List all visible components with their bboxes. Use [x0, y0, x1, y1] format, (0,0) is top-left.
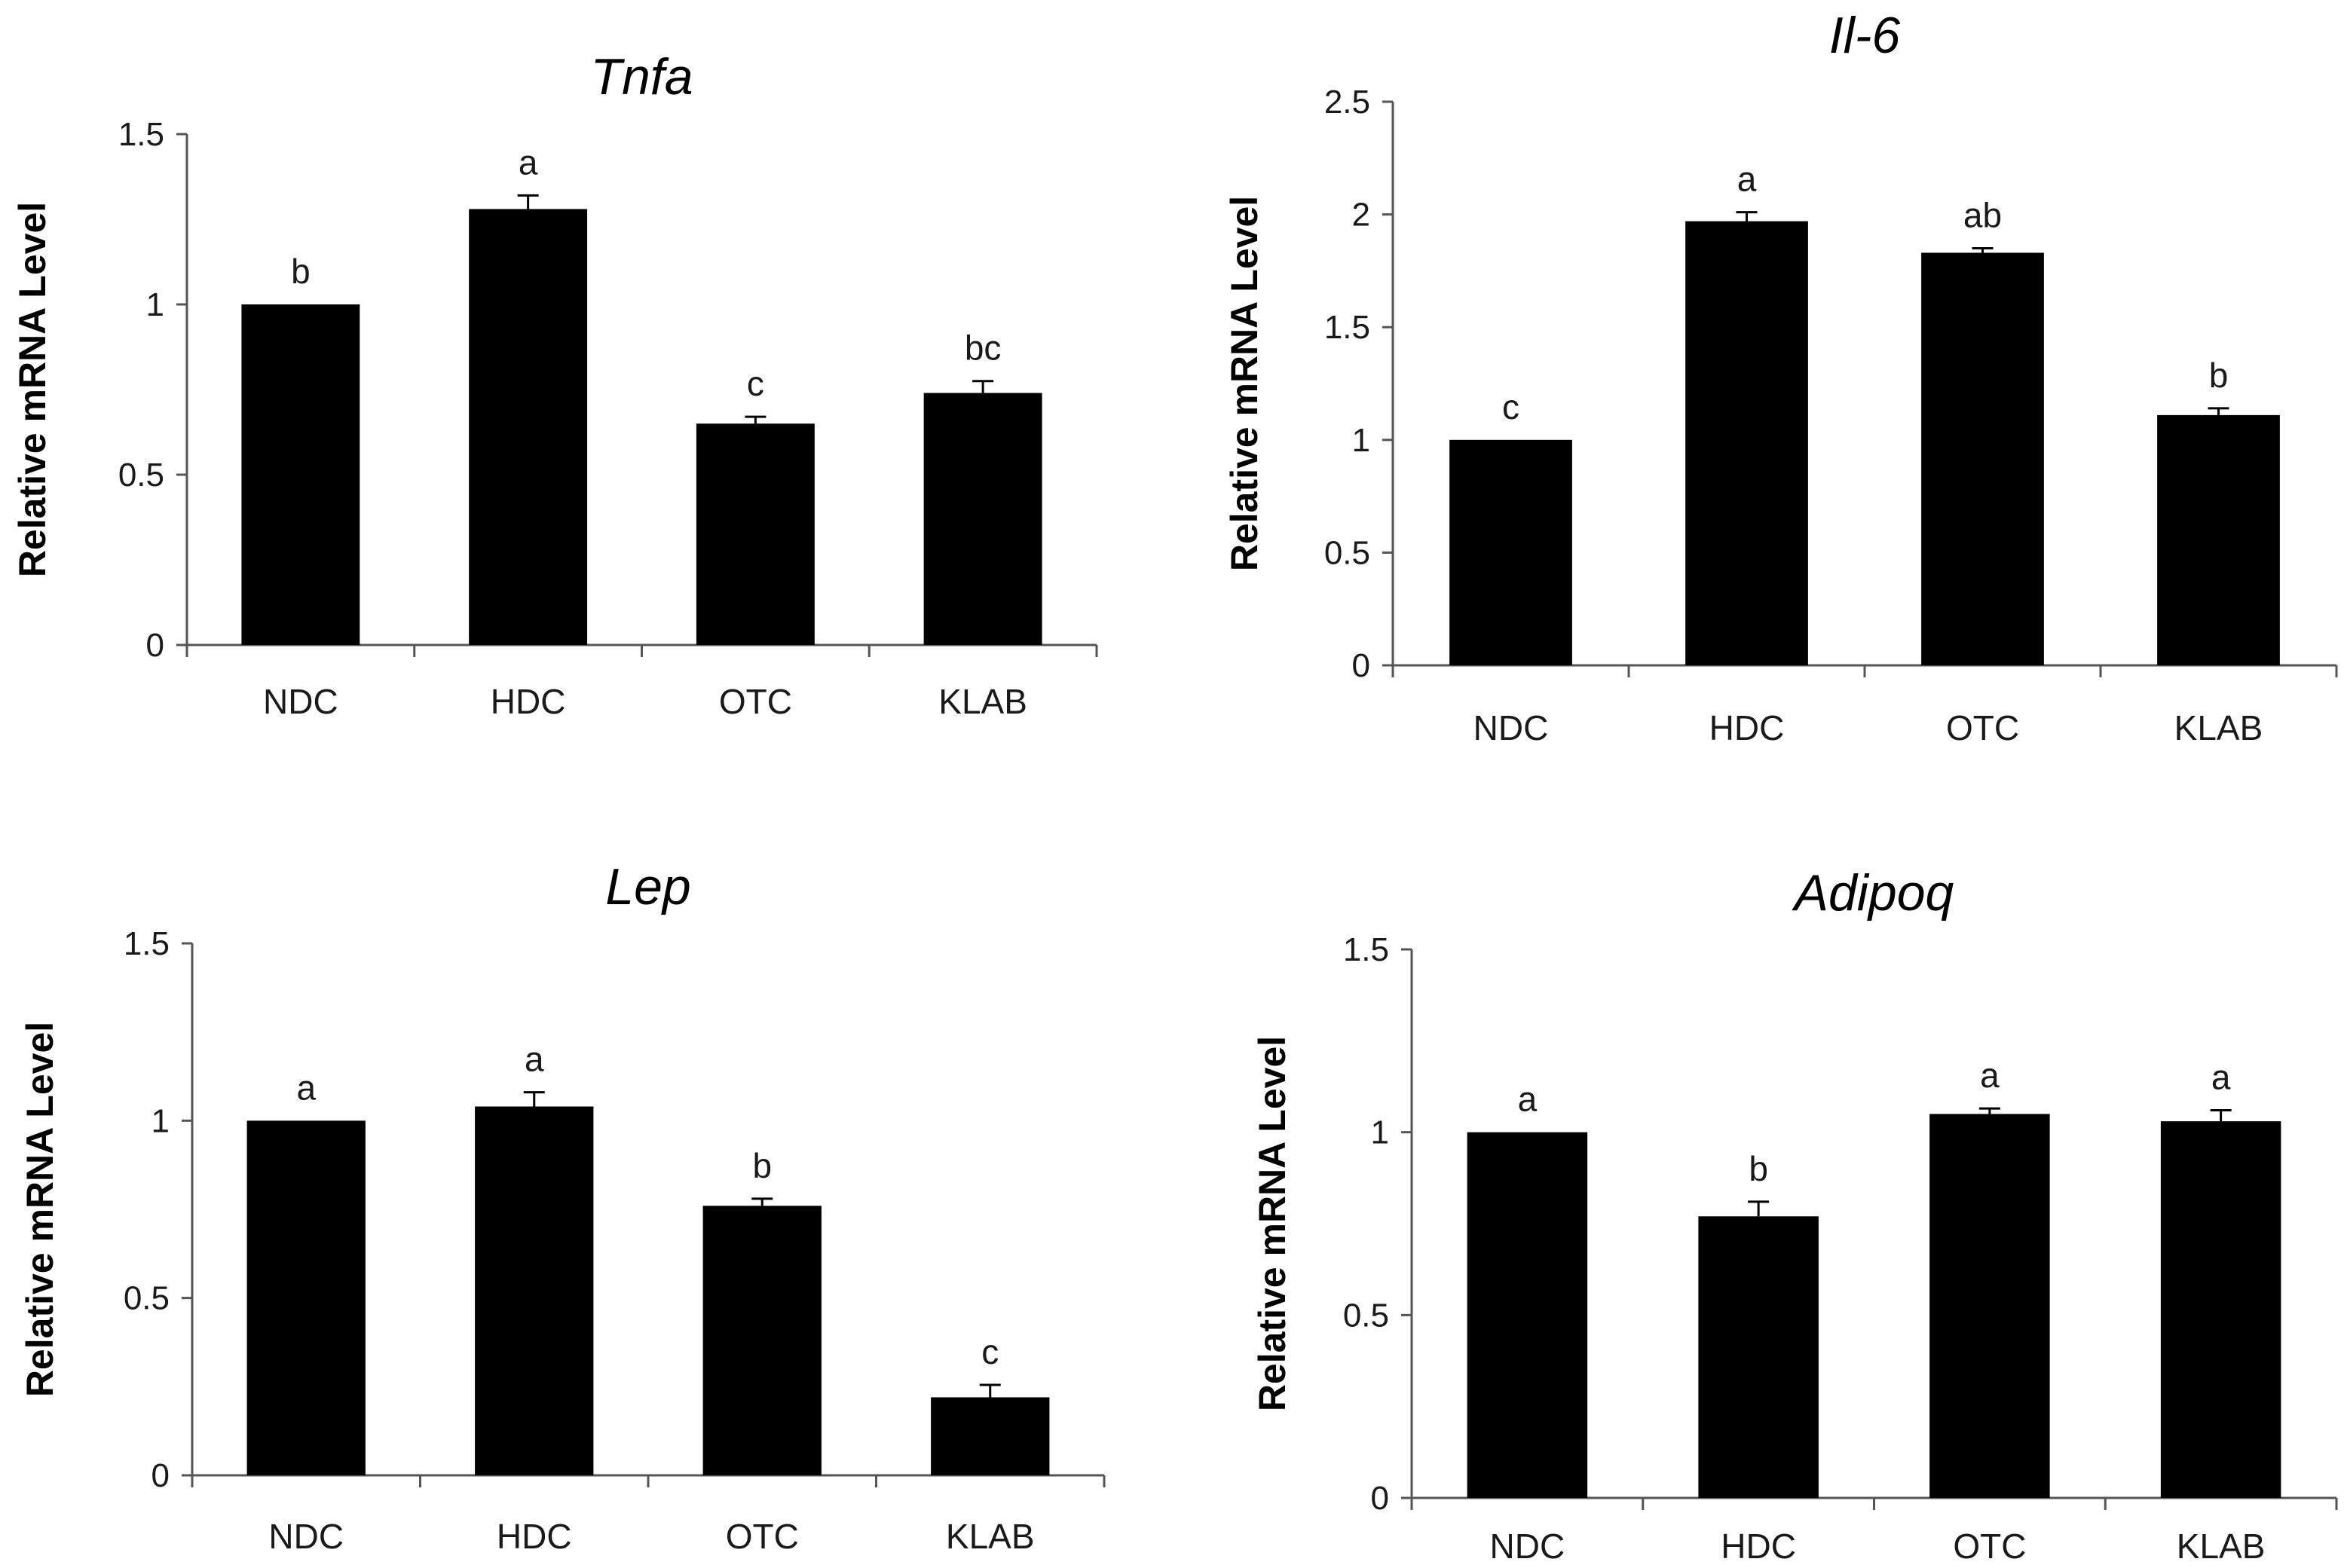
y-axis-label: Relative mRNA Level: [1223, 196, 1265, 571]
chart-panel-4: Adipoq Relative mRNA Level 0 0.5 1 1.5 a NDC b HD…: [1251, 864, 2338, 1566]
significance-label: a: [1980, 1056, 2000, 1095]
bar-otc: [702, 1206, 822, 1475]
y-tick-label: 1: [151, 1102, 170, 1139]
significance-label: a: [1737, 160, 1757, 199]
significance-label: b: [1749, 1149, 1768, 1188]
x-category-label: HDC: [497, 1517, 572, 1556]
chart-panel-2: Il-6 Relative mRNA Level 0 0.5 1 1.5 2 2.5 c NDC a…: [1223, 7, 2338, 747]
y-tick-label: 1.5: [1324, 309, 1370, 346]
y-tick-label: 0: [151, 1457, 170, 1494]
significance-label: b: [752, 1146, 772, 1185]
chart-title: Il-6: [1829, 7, 1901, 64]
x-category-label: OTC: [719, 682, 792, 721]
bar-klab: [2157, 414, 2280, 665]
chart-title: Lep: [605, 858, 690, 915]
x-category-label: HDC: [1709, 708, 1785, 747]
y-tick-label: 1.5: [1343, 931, 1389, 968]
x-category-label: KLAB: [2177, 1527, 2266, 1566]
bar-otc: [1921, 252, 2044, 665]
chart-panel-3: Lep Relative mRNA Level 0 0.5 1 1.5 a NDC a HDC b O…: [19, 858, 1106, 1556]
y-tick-label: 2.5: [1324, 84, 1370, 121]
significance-label: b: [291, 252, 311, 291]
x-category-label: NDC: [268, 1517, 344, 1556]
y-tick-label: 1.5: [124, 925, 170, 962]
significance-label: a: [525, 1040, 544, 1079]
chart-title: Adipoq: [1792, 864, 1954, 922]
y-tick-label: 1: [1371, 1114, 1389, 1151]
bar-klab: [931, 1397, 1050, 1475]
y-tick-label: 0.5: [1343, 1297, 1389, 1334]
x-category-label: NDC: [1490, 1527, 1565, 1566]
x-category-label: OTC: [1946, 708, 2019, 747]
y-tick-label: 0.5: [118, 457, 164, 494]
bar-hdc: [1698, 1216, 1819, 1498]
x-category-label: KLAB: [2174, 708, 2263, 747]
chart-panel-1: Tnfa Relative mRNA Level 0 0.5 1 1.5 b NDC a HDC c…: [11, 48, 1098, 721]
y-axis-label: Relative mRNA Level: [11, 202, 54, 577]
significance-label: c: [981, 1332, 999, 1371]
bar-klab: [2160, 1121, 2281, 1498]
bar-ndc: [246, 1120, 366, 1475]
chart-title: Tnfa: [590, 48, 693, 105]
significance-label: c: [1502, 387, 1519, 426]
bar-hdc: [469, 209, 588, 645]
x-category-label: HDC: [1721, 1527, 1796, 1566]
y-axis-label: Relative mRNA Level: [19, 1022, 61, 1397]
significance-label: ab: [1963, 195, 2002, 234]
bar-ndc: [1467, 1132, 1588, 1498]
y-tick-label: 0: [1371, 1480, 1389, 1517]
y-tick-label: 1: [1352, 422, 1370, 459]
x-category-label: OTC: [1953, 1527, 2026, 1566]
significance-label: bc: [965, 329, 1002, 368]
significance-label: a: [2211, 1058, 2231, 1097]
y-tick-label: 1.5: [118, 116, 164, 153]
significance-label: a: [1518, 1080, 1538, 1119]
y-axis-label: Relative mRNA Level: [1251, 1036, 1293, 1411]
x-category-label: NDC: [263, 682, 338, 721]
x-category-label: KLAB: [946, 1517, 1035, 1556]
bar-otc: [696, 423, 815, 645]
y-tick-label: 0: [146, 627, 164, 664]
bar-hdc: [475, 1106, 594, 1475]
bar-ndc: [241, 304, 360, 645]
y-tick-label: 1: [146, 286, 164, 323]
significance-label: b: [2209, 356, 2229, 395]
x-category-label: HDC: [491, 682, 566, 721]
bar-klab: [923, 393, 1042, 645]
bar-otc: [1929, 1114, 2050, 1498]
significance-label: a: [296, 1068, 316, 1107]
x-category-label: KLAB: [938, 682, 1027, 721]
bar-ndc: [1449, 439, 1572, 665]
significance-label: a: [519, 142, 538, 182]
y-tick-label: 0.5: [1324, 534, 1370, 571]
y-tick-label: 0: [1352, 647, 1370, 684]
y-tick-label: 0.5: [124, 1280, 170, 1317]
x-category-label: NDC: [1473, 708, 1549, 747]
bar-hdc: [1685, 221, 1808, 665]
y-tick-label: 2: [1352, 197, 1370, 234]
significance-label: c: [747, 364, 764, 403]
x-category-label: OTC: [726, 1517, 799, 1556]
